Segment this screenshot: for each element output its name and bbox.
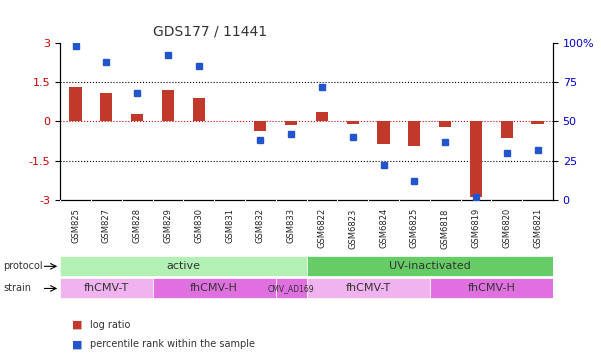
Text: CMV_AD169: CMV_AD169 [268, 284, 314, 293]
Bar [100, 92, 112, 121]
Text: fhCMV-H: fhCMV-H [190, 283, 238, 293]
Text: ■: ■ [72, 320, 82, 330]
Text: GSM6821: GSM6821 [533, 208, 542, 248]
Text: GSM829: GSM829 [163, 208, 172, 243]
FancyBboxPatch shape [430, 278, 553, 298]
Bar [285, 121, 297, 125]
Bar [316, 112, 328, 121]
FancyBboxPatch shape [307, 278, 430, 298]
FancyBboxPatch shape [60, 278, 153, 298]
Text: log ratio: log ratio [90, 320, 130, 330]
Text: GSM825: GSM825 [71, 208, 80, 243]
Bar [377, 121, 389, 144]
Text: GSM830: GSM830 [194, 208, 203, 243]
Text: UV-inactivated: UV-inactivated [389, 261, 471, 271]
Bar [254, 121, 266, 131]
FancyBboxPatch shape [153, 278, 276, 298]
Bar [439, 121, 451, 127]
Text: GSM6824: GSM6824 [379, 208, 388, 248]
Bar [408, 121, 421, 146]
Text: GSM827: GSM827 [102, 208, 111, 243]
Text: GSM6820: GSM6820 [502, 208, 511, 248]
Text: GSM831: GSM831 [225, 208, 234, 243]
Bar [347, 121, 359, 124]
Text: GSM6825: GSM6825 [410, 208, 419, 248]
Text: fhCMV-H: fhCMV-H [468, 283, 515, 293]
FancyBboxPatch shape [307, 256, 553, 276]
Text: GSM6823: GSM6823 [348, 208, 357, 248]
Text: GSM833: GSM833 [287, 208, 296, 243]
FancyBboxPatch shape [276, 278, 307, 298]
Text: GSM6822: GSM6822 [317, 208, 326, 248]
Bar [131, 114, 143, 121]
Text: fhCMV-T: fhCMV-T [84, 283, 129, 293]
Text: fhCMV-T: fhCMV-T [346, 283, 391, 293]
Text: strain: strain [3, 283, 31, 293]
Bar [470, 121, 482, 197]
Bar [192, 98, 205, 121]
Text: ■: ■ [72, 339, 82, 349]
Text: GSM832: GSM832 [256, 208, 265, 243]
Text: GSM6819: GSM6819 [471, 208, 480, 248]
Bar [69, 87, 82, 121]
Bar [531, 121, 544, 124]
Text: GSM6818: GSM6818 [441, 208, 450, 248]
Bar [501, 121, 513, 139]
Text: GDS177 / 11441: GDS177 / 11441 [153, 25, 267, 39]
FancyBboxPatch shape [60, 256, 307, 276]
Text: active: active [166, 261, 200, 271]
Text: GSM828: GSM828 [133, 208, 142, 243]
Bar [162, 90, 174, 121]
Text: percentile rank within the sample: percentile rank within the sample [90, 339, 255, 349]
Text: protocol: protocol [3, 261, 43, 271]
